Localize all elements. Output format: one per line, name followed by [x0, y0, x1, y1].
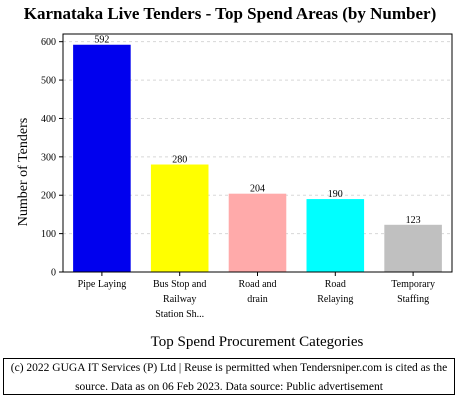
x-tick-label: Road Relaying: [317, 279, 353, 305]
y-tick-label: 0: [51, 268, 56, 279]
x-tick-label: Pipe Laying: [78, 279, 127, 290]
x-tick-label: Temporary Staffing: [391, 279, 435, 305]
bars: 592 280 204 190 123: [73, 35, 442, 273]
y-tick-label: 400: [41, 114, 56, 125]
footer-notice: (c) 2022 GUGA IT Services (P) Ltd | Reus…: [3, 358, 455, 395]
bar-value-label: 123: [406, 215, 421, 226]
bar-value-label: 280: [172, 155, 187, 166]
bar-value-label: 204: [250, 184, 265, 195]
bar: [150, 164, 209, 272]
chart-title: Karnataka Live Tenders - Top Spend Areas…: [23, 4, 437, 23]
bar: [73, 44, 131, 273]
x-axis-label: Top Spend Procurement Categories: [151, 334, 364, 350]
bar: [384, 224, 442, 272]
x-tick-label: Road and drain: [238, 279, 276, 305]
bar-value-label: 592: [94, 35, 109, 46]
y-tick-label: 100: [41, 229, 56, 240]
y-tick-label: 600: [41, 37, 56, 48]
y-tick-label: 200: [41, 191, 56, 202]
y-tick-label: 500: [41, 76, 56, 87]
bar: [306, 199, 365, 272]
axes: 0 100 200 300 400 500 600 Pipe Laying Bus Stop a…: [41, 33, 453, 320]
y-axis-label: Number of Tenders: [16, 118, 31, 226]
bar-value-label: 190: [328, 189, 343, 200]
bar-chart: 592 280 204 190 123 0 100 200 300 400 500 600 Pipe …: [16, 33, 453, 350]
y-tick-label: 300: [41, 152, 56, 163]
x-tick-label: Bus Stop and Railway Station Sh...: [153, 279, 206, 320]
bar: [228, 193, 287, 272]
